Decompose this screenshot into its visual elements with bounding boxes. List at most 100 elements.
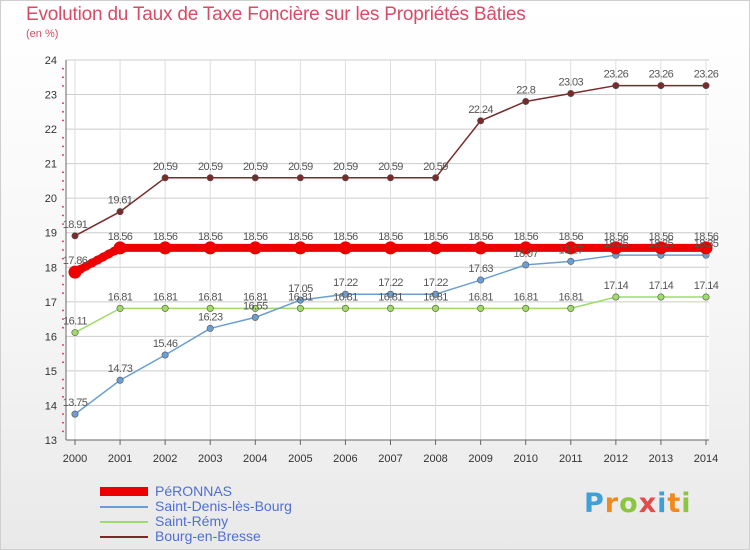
data-label-peronnas: 18.56 (468, 231, 493, 243)
data-point-saint-remy (206, 304, 214, 312)
y-tick-label: 19 (45, 228, 57, 240)
data-label-peronnas: 18.56 (153, 231, 178, 243)
x-tick-label: 2009 (468, 453, 492, 465)
data-label-saint-denis: 18.17 (559, 244, 584, 256)
x-tick-label: 2002 (153, 453, 177, 465)
data-point-saint-denis (251, 313, 259, 321)
data-point-saint-remy (522, 304, 530, 312)
data-label-saint-denis: 17.22 (333, 277, 358, 289)
x-tick-label: 2004 (243, 453, 267, 465)
data-point-saint-remy (341, 304, 349, 312)
data-label-peronnas: 17.86 (63, 255, 88, 267)
data-label-saint-denis: 18.07 (513, 248, 538, 260)
data-label-saint-remy: 16.81 (243, 291, 268, 303)
data-label-peronnas: 18.56 (198, 231, 223, 243)
data-label-saint-remy: 16.81 (513, 291, 538, 303)
data-point-bourg-en-bresse (116, 208, 124, 216)
data-point-bourg-en-bresse (657, 82, 665, 90)
data-point-saint-denis (341, 290, 349, 298)
logo-letter: i (681, 488, 692, 519)
data-point-bourg-en-bresse (702, 82, 710, 90)
legend-swatch-saint-denis (100, 506, 148, 508)
data-label-saint-denis: 13.75 (63, 397, 88, 409)
data-label-saint-remy: 17.14 (604, 280, 629, 292)
data-label-saint-remy: 16.81 (198, 291, 223, 303)
data-point-peronnas (338, 241, 352, 255)
data-point-saint-remy (702, 293, 710, 301)
data-label-bourg-en-bresse: 23.26 (694, 69, 719, 81)
x-tick-label: 2005 (288, 453, 312, 465)
data-point-bourg-en-bresse (477, 117, 485, 125)
y-tick-label: 23 (45, 90, 57, 102)
data-label-peronnas: 18.56 (649, 231, 674, 243)
data-label-peronnas: 18.56 (694, 231, 719, 243)
data-label-bourg-en-bresse: 20.59 (153, 161, 178, 173)
legend-label-saint-remy: Saint-Rémy (155, 513, 229, 529)
x-tick-label: 2014 (694, 453, 718, 465)
data-point-saint-remy (612, 293, 620, 301)
y-tick-label: 21 (45, 159, 57, 171)
x-tick-label: 2011 (559, 453, 583, 465)
data-label-saint-remy: 16.11 (63, 316, 87, 328)
data-point-peronnas (203, 241, 217, 255)
data-point-saint-remy (71, 329, 79, 337)
x-tick-label: 2010 (513, 453, 537, 465)
x-tick-label: 2012 (604, 453, 628, 465)
data-point-saint-denis (477, 276, 485, 284)
data-point-bourg-en-bresse (206, 174, 214, 182)
x-tick-label: 2013 (649, 453, 673, 465)
data-point-saint-denis (296, 296, 304, 304)
data-point-saint-remy (116, 304, 124, 312)
data-point-saint-denis (432, 290, 440, 298)
data-label-saint-denis: 17.05 (288, 283, 313, 295)
data-label-saint-denis: 17.22 (423, 277, 448, 289)
data-point-saint-denis (386, 290, 394, 298)
data-label-saint-remy: 17.14 (649, 280, 674, 292)
data-label-saint-denis: 18.35 (649, 238, 674, 250)
legend-label-bourg-en-bresse: Bourg-en-Bresse (155, 528, 261, 544)
data-point-peronnas (564, 241, 578, 255)
data-point-saint-denis (522, 261, 530, 269)
data-point-bourg-en-bresse (341, 174, 349, 182)
x-tick-label: 2006 (333, 453, 357, 465)
data-point-saint-remy (657, 293, 665, 301)
data-label-bourg-en-bresse: 19.61 (108, 195, 133, 207)
data-label-saint-denis: 17.22 (378, 277, 403, 289)
data-label-bourg-en-bresse: 18.91 (63, 219, 88, 231)
data-point-bourg-en-bresse (567, 90, 575, 98)
data-label-bourg-en-bresse: 20.59 (333, 161, 358, 173)
data-point-peronnas (248, 241, 262, 255)
data-label-saint-remy: 16.81 (333, 291, 358, 303)
logo-letter: t (667, 488, 682, 519)
data-point-saint-remy (567, 304, 575, 312)
data-point-saint-denis (567, 257, 575, 265)
data-label-saint-remy: 16.81 (423, 291, 448, 303)
x-tick-label: 2000 (63, 453, 87, 465)
logo-letter: i (657, 488, 668, 519)
data-point-peronnas (519, 241, 533, 255)
data-point-peronnas (158, 241, 172, 255)
data-label-saint-denis: 14.73 (108, 363, 133, 375)
data-label-bourg-en-bresse: 23.03 (559, 77, 584, 89)
data-point-peronnas (113, 241, 127, 255)
data-point-saint-remy (251, 304, 259, 312)
data-point-peronnas (699, 241, 713, 255)
line-chart: 13 14 15 16 17 18 19 20 21 22 23 24 2000 2001 2002 2003… (45, 55, 720, 465)
data-point-bourg-en-bresse (432, 174, 440, 182)
data-point-saint-remy (386, 304, 394, 312)
data-label-peronnas: 18.56 (333, 231, 358, 243)
unit-label: (en %) (26, 28, 59, 40)
data-point-peronnas (293, 241, 307, 255)
data-label-bourg-en-bresse: 20.59 (423, 161, 448, 173)
legend-swatch-saint-remy (100, 521, 148, 523)
data-point-saint-remy (161, 304, 169, 312)
data-point-peronnas (474, 241, 488, 255)
legend-item-bourg-en-bresse: Bourg-en-Bresse (100, 528, 360, 544)
x-tick-label: 2003 (198, 453, 222, 465)
data-label-saint-denis: 16.23 (198, 311, 223, 323)
data-label-peronnas: 18.56 (559, 231, 584, 243)
data-label-peronnas: 18.56 (288, 231, 313, 243)
data-point-saint-remy (477, 304, 485, 312)
legend-item-saint-remy: Saint-Rémy (100, 513, 360, 529)
x-tick-label: 2008 (423, 453, 447, 465)
